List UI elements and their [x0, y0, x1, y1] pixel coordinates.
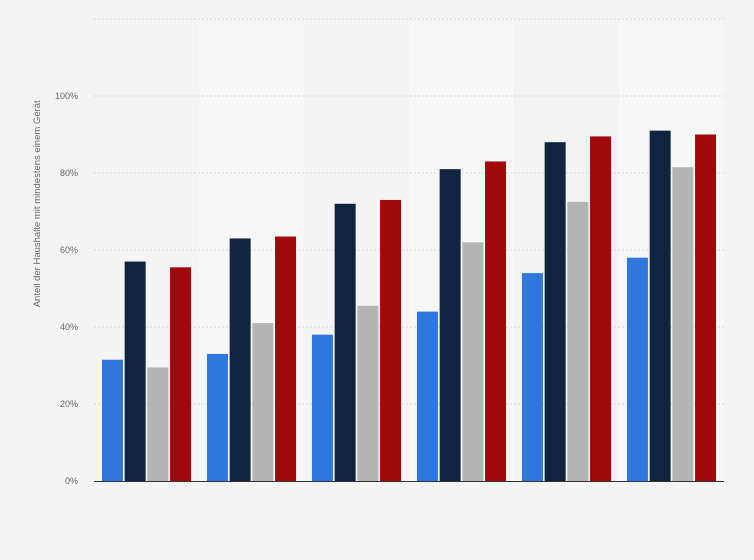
y-axis-tick-labels: 0% 20% 40% 60% 80% 100%: [55, 91, 78, 486]
y-tick-label: 60%: [60, 245, 78, 255]
y-tick-label: 20%: [60, 399, 78, 409]
bar: [229, 238, 251, 481]
bars: [101, 130, 717, 482]
bar: [695, 134, 717, 481]
y-axis-title: Anteil der Haushalte mit mindestens eine…: [32, 100, 43, 307]
bar: [206, 353, 228, 481]
bar: [357, 305, 379, 481]
bar: [147, 367, 169, 481]
y-tick-label: 0%: [65, 476, 78, 486]
bar: [170, 267, 192, 481]
bar: [275, 236, 297, 481]
bar: [649, 130, 671, 481]
bar: [101, 359, 123, 481]
y-tick-label: 100%: [55, 91, 78, 101]
bar: [544, 142, 566, 481]
bar: [439, 169, 461, 481]
bar: [626, 257, 648, 481]
bar: [521, 273, 543, 481]
y-tick-label: 80%: [60, 168, 78, 178]
bar: [416, 311, 438, 481]
bar: [462, 242, 484, 481]
bar: [485, 161, 507, 481]
bar: [380, 199, 402, 481]
gridlines: [94, 18, 724, 405]
y-tick-label: 40%: [60, 322, 78, 332]
bar: [311, 334, 333, 481]
bar: [334, 203, 356, 482]
bar: [672, 167, 694, 481]
bar: [590, 136, 612, 482]
bar: [124, 261, 146, 481]
bar: [567, 201, 589, 481]
bar: [252, 323, 274, 481]
